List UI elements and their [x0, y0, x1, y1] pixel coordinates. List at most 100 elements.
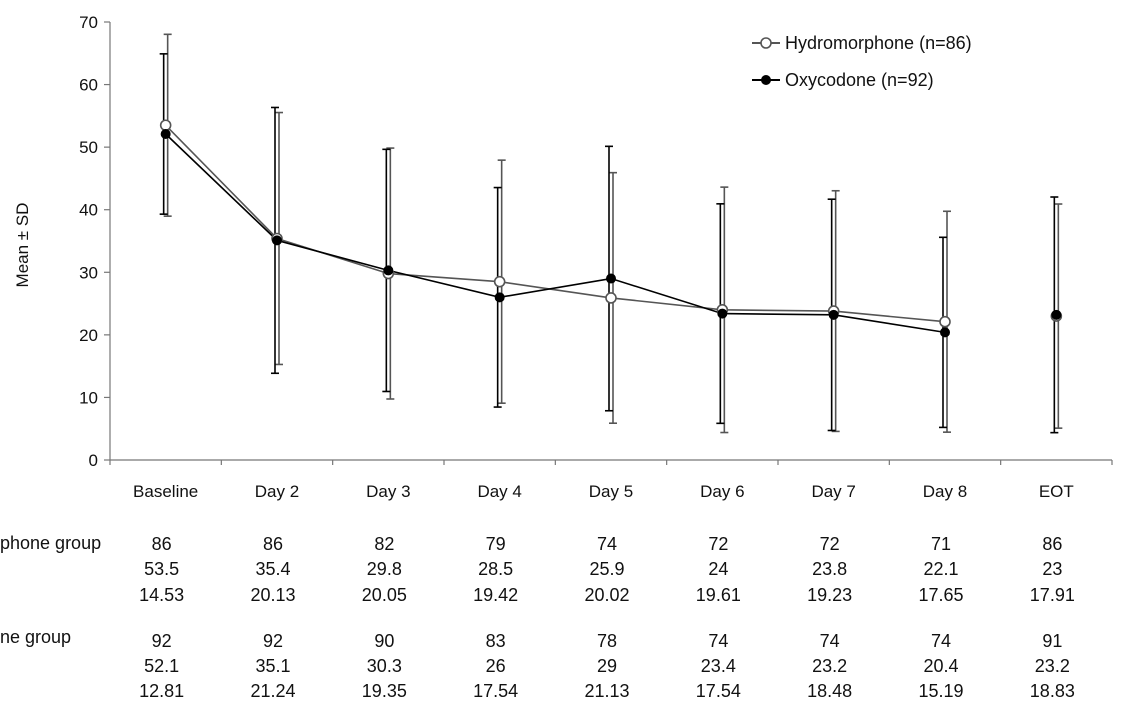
table-cell: 20.13 — [250, 585, 295, 605]
point-oxycodone — [606, 273, 616, 284]
table-cell: 17.91 — [1030, 585, 1075, 605]
y-tick-label: 0 — [89, 451, 98, 470]
point-oxycodone — [828, 309, 839, 320]
point-hydromorphone — [939, 315, 951, 328]
table-cell: 20.4 — [923, 656, 958, 676]
table-cell: 12.81 — [139, 681, 184, 701]
table-group-label: ne group — [0, 627, 71, 647]
legend-marker-hydromorphone — [760, 37, 772, 49]
table-cell: 86 — [1042, 534, 1062, 554]
table-cell: 91 — [1042, 631, 1062, 651]
error-bars — [159, 33, 1063, 434]
y-tick-label: 60 — [79, 76, 98, 95]
table-cell: 92 — [152, 631, 172, 651]
x-tick-label: Day 7 — [811, 482, 855, 501]
table-cell: 92 — [263, 631, 283, 651]
y-axis-label: Mean ± SD — [13, 203, 32, 288]
point-oxycodone — [160, 129, 171, 140]
table-cell: 19.42 — [473, 585, 518, 605]
series-line-oxycodone — [165, 133, 946, 334]
legend-marker-oxycodone — [761, 75, 771, 85]
table-cell: 22.1 — [923, 559, 958, 579]
table-cell: 17.54 — [696, 681, 741, 701]
table-cell: 17.65 — [918, 585, 963, 605]
point-oxycodone — [494, 292, 505, 303]
table-cell: 26 — [486, 656, 506, 676]
table-cell: 52.1 — [144, 656, 179, 676]
series-points — [159, 119, 1063, 338]
table-cell: 86 — [152, 534, 172, 554]
table-cell: 74 — [597, 534, 617, 554]
point-hydromorphone — [605, 292, 617, 304]
table-cell: 83 — [486, 631, 506, 651]
axes — [109, 22, 1112, 461]
y-axis-ticks: 0 10 20 30 40 50 60 70 — [79, 13, 110, 470]
point-oxycodone — [940, 327, 950, 338]
table-cell: 86 — [263, 534, 283, 554]
table-cell: 71 — [931, 534, 951, 554]
x-tick-label: Day 8 — [923, 482, 967, 501]
table-cell: 20.02 — [584, 585, 629, 605]
table-cell: 23.8 — [812, 559, 847, 579]
legend: Hydromorphone (n=86) Oxycodone (n=92) — [752, 33, 972, 90]
x-tick-label: EOT — [1039, 482, 1074, 501]
table-cell: 30.3 — [367, 656, 402, 676]
point-oxycodone — [272, 235, 282, 246]
table-cell: 74 — [820, 631, 840, 651]
table-cell: 82 — [374, 534, 394, 554]
table-cell: 19.23 — [807, 585, 852, 605]
table-cell: 74 — [931, 631, 951, 651]
table-cell: 35.4 — [255, 559, 290, 579]
table-cell: 23 — [1042, 559, 1062, 579]
x-tick-label: Day 6 — [700, 482, 744, 501]
table-cell: 78 — [597, 631, 617, 651]
point-oxycodone — [383, 265, 394, 276]
y-tick-label: 30 — [79, 263, 98, 282]
table-cell: 79 — [486, 534, 506, 554]
series-line-hydromorphone — [165, 124, 946, 323]
table-cell: 23.2 — [812, 656, 847, 676]
table-cell: 17.54 — [473, 681, 518, 701]
table-cell: 19.35 — [362, 681, 407, 701]
y-tick-label: 70 — [79, 13, 98, 32]
y-tick-label: 10 — [79, 388, 98, 407]
table-cell: 24 — [708, 559, 728, 579]
legend-label-oxycodone: Oxycodone (n=92) — [785, 70, 934, 90]
x-tick-label: Day 4 — [477, 482, 521, 501]
series-lines — [165, 124, 946, 334]
x-axis-ticks: Baseline Day 2 Day 3 Day 4 Day 5 Day 6 Day 7 Da… — [109, 460, 1113, 501]
table-cell: 90 — [374, 631, 394, 651]
legend-label-hydromorphone: Hydromorphone (n=86) — [785, 33, 972, 53]
table-cell: 35.1 — [255, 656, 290, 676]
table-cell: 18.48 — [807, 681, 852, 701]
point-hydromorphone — [159, 119, 172, 132]
table-cell: 19.61 — [696, 585, 741, 605]
table-cell: 53.5 — [144, 559, 179, 579]
y-tick-label: 20 — [79, 326, 98, 345]
table-cell: 18.83 — [1030, 681, 1075, 701]
table-cell: 23.4 — [701, 656, 736, 676]
x-tick-label: Day 2 — [255, 482, 299, 501]
table-cell: 14.53 — [139, 585, 184, 605]
table-cell: 21.24 — [250, 681, 295, 701]
table-cell: 28.5 — [478, 559, 513, 579]
table-group-label: phone group — [0, 533, 101, 553]
table-cell: 23.2 — [1035, 656, 1070, 676]
x-tick-label: Baseline — [133, 482, 198, 501]
x-tick-label: Day 5 — [589, 482, 633, 501]
data-table: phone group 86 86 82 79 74 72 72 71 86 53.5 35.4 29.… — [0, 533, 1075, 701]
y-tick-label: 50 — [79, 138, 98, 157]
table-cell: 29 — [597, 656, 617, 676]
table-cell: 29.8 — [367, 559, 402, 579]
table-cell: 21.13 — [584, 681, 629, 701]
table-cell: 72 — [708, 534, 728, 554]
table-cell: 15.19 — [918, 681, 963, 701]
point-oxycodone — [1051, 309, 1062, 320]
table-cell: 20.05 — [362, 585, 407, 605]
point-oxycodone — [717, 308, 728, 319]
y-tick-label: 40 — [79, 201, 98, 220]
table-cell: 72 — [820, 534, 840, 554]
x-tick-label: Day 3 — [366, 482, 410, 501]
table-cell: 74 — [708, 631, 728, 651]
